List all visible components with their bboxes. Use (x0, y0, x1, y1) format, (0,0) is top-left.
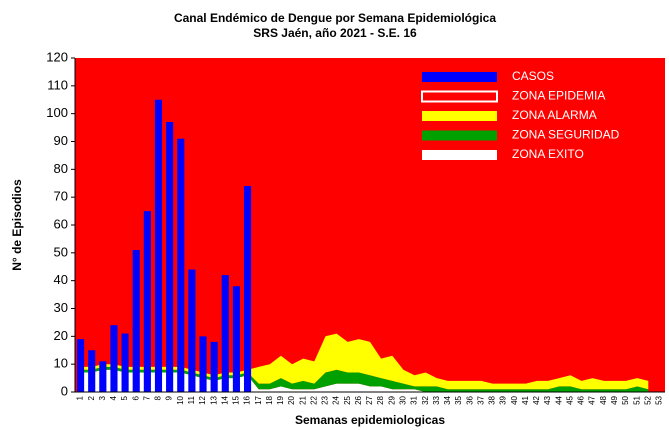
area-zone (75, 58, 665, 392)
x-tick-label: 49 (610, 395, 619, 404)
x-tick-label: 23 (321, 395, 330, 404)
x-tick-label: 27 (365, 395, 374, 404)
y-tick-label: 80 (54, 161, 68, 176)
y-tick-label: 30 (54, 300, 68, 315)
y-tick-label: 90 (54, 133, 68, 148)
x-tick-label: 6 (131, 395, 140, 400)
bar (166, 122, 174, 393)
x-tick-label: 7 (143, 395, 152, 400)
x-tick-label: 39 (499, 395, 508, 404)
x-tick-label: 51 (632, 395, 641, 404)
x-tick-label: 41 (521, 395, 530, 404)
x-axis-title: Semanas epidemiologicas (295, 413, 445, 427)
y-tick-label: 60 (54, 216, 68, 231)
y-tick-label: 20 (54, 328, 68, 343)
bar (77, 339, 85, 392)
bar (132, 250, 140, 392)
x-tick-label: 13 (209, 395, 218, 404)
x-tick-label: 21 (298, 395, 307, 404)
x-tick-label: 18 (265, 395, 274, 404)
y-tick-label: 40 (54, 272, 68, 287)
bar (232, 286, 240, 392)
x-tick-label: 42 (532, 395, 541, 404)
legend-swatch (422, 72, 497, 82)
bar (121, 333, 129, 392)
bar (143, 211, 151, 392)
y-tick-label: 100 (46, 105, 68, 120)
bar (99, 361, 107, 392)
x-tick-label: 43 (543, 395, 552, 404)
x-tick-label: 26 (354, 395, 363, 404)
bar (243, 186, 252, 392)
x-tick-label: 11 (187, 395, 196, 404)
legend-swatch (422, 130, 497, 141)
x-tick-label: 22 (309, 395, 318, 404)
legend-label: ZONA EPIDEMIA (512, 89, 605, 103)
x-tick-label: 14 (220, 395, 229, 404)
y-axis-title: N° de Episodios (10, 179, 24, 271)
x-tick-label: 9 (165, 395, 174, 400)
bar (210, 341, 218, 392)
x-tick-label: 25 (343, 395, 352, 404)
legend-swatch (422, 150, 497, 160)
x-tick-label: 29 (387, 395, 396, 404)
x-tick-label: 48 (599, 395, 608, 404)
chart-subtitle: SRS Jaén, año 2021 - S.E. 16 (253, 26, 417, 40)
x-tick-label: 16 (243, 395, 252, 404)
x-tick-label: 20 (287, 395, 296, 404)
x-tick-label: 8 (154, 395, 163, 400)
legend-label: ZONA ALARMA (512, 108, 597, 122)
x-tick-label: 46 (577, 395, 586, 404)
x-tick-label: 34 (443, 395, 452, 404)
x-tick-label: 44 (554, 395, 563, 404)
x-tick-label: 28 (376, 395, 385, 404)
y-tick-label: 0 (61, 383, 68, 398)
x-tick-label: 52 (643, 395, 652, 404)
bar (177, 138, 185, 392)
x-tick-label: 4 (109, 395, 118, 400)
x-tick-label: 37 (476, 395, 485, 404)
bar (110, 325, 118, 392)
y-tick-label: 120 (46, 49, 68, 64)
legend-swatch (422, 111, 497, 121)
x-tick-label: 32 (421, 395, 430, 404)
bar (88, 350, 96, 392)
x-tick-label: 31 (410, 395, 419, 404)
legend-label: ZONA SEGURIDAD (512, 128, 620, 142)
bar (188, 269, 196, 392)
x-tick-label: 35 (454, 395, 463, 404)
x-tick-label: 38 (488, 395, 497, 404)
x-tick-label: 24 (332, 395, 341, 404)
x-tick-label: 53 (655, 395, 664, 404)
legend-label: CASOS (512, 69, 554, 83)
x-tick-label: 50 (621, 395, 630, 404)
y-tick-label: 50 (54, 244, 68, 259)
bar (221, 275, 229, 392)
x-tick-label: 17 (254, 395, 263, 404)
x-tick-label: 30 (399, 395, 408, 404)
x-tick-label: 3 (98, 395, 107, 400)
x-tick-label: 47 (588, 395, 597, 404)
y-tick-label: 10 (54, 356, 68, 371)
x-tick-label: 1 (76, 395, 85, 400)
chart-title: Canal Endémico de Dengue por Semana Epid… (174, 11, 496, 25)
x-tick-label: 40 (510, 395, 519, 404)
bar (199, 336, 207, 392)
legend-swatch (421, 90, 498, 103)
area-zone (80, 366, 649, 392)
x-tick-label: 45 (566, 395, 575, 404)
x-tick-label: 10 (176, 395, 185, 404)
x-tick-label: 19 (276, 395, 285, 404)
bar (154, 99, 163, 392)
x-tick-label: 5 (120, 395, 129, 400)
legend-label: ZONA EXITO (512, 147, 584, 161)
x-tick-label: 15 (232, 395, 241, 404)
y-tick-label: 110 (47, 77, 68, 92)
x-tick-label: 12 (198, 395, 207, 404)
x-tick-label: 2 (87, 395, 96, 400)
y-tick-label: 70 (54, 189, 68, 204)
x-tick-label: 33 (432, 395, 441, 404)
x-tick-label: 36 (465, 395, 474, 404)
